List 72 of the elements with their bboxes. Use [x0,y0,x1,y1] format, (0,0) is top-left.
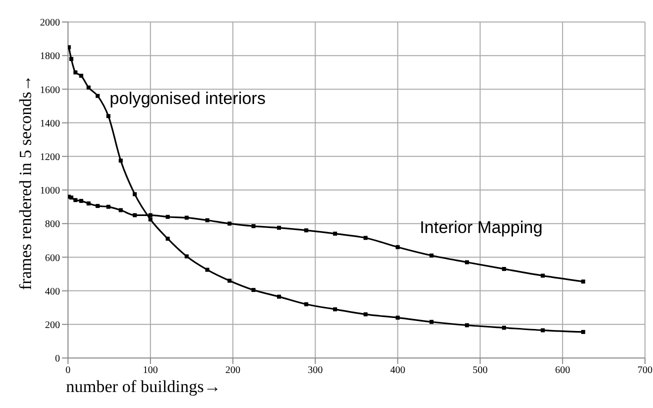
y-tick-label: 200 [45,320,60,331]
point [333,307,338,312]
point [166,214,170,219]
point [184,254,189,258]
x-tick-label: 600 [555,365,570,376]
point [502,326,506,330]
point [277,294,282,299]
point [86,201,91,206]
point [304,302,308,306]
y-tick-label: 0 [55,354,60,365]
point [118,158,123,163]
point [251,224,256,228]
y-tick-label: 2000 [40,18,60,29]
point [396,316,400,320]
point [364,236,368,240]
x-tick-label: 200 [225,365,240,376]
point [79,198,84,203]
point [69,56,74,61]
point [73,198,78,202]
y-axis-title: frames rendered in 5 seconds→ [16,74,36,290]
x-tick-label: 700 [638,365,652,376]
point [96,204,100,208]
y-tick-label: 800 [45,219,60,230]
y-tick-label: 1000 [40,186,60,197]
point [304,228,308,232]
point [73,70,78,74]
point [251,288,256,292]
point [96,94,100,98]
point [69,196,74,200]
point [68,45,71,50]
point [502,266,506,271]
y-tick-label: 400 [45,286,60,298]
y-tick-label: 600 [45,252,60,264]
point [79,74,84,78]
series-label: polygonised interiors [110,88,266,108]
point [148,217,152,222]
point [333,232,338,236]
point [228,278,232,283]
point [184,216,189,220]
point [86,86,91,90]
point [464,323,469,328]
point [166,236,170,241]
point [228,222,232,226]
x-tick-label: 500 [472,365,488,376]
x-tick-label: 0 [66,365,70,376]
point [464,260,469,264]
point [581,280,586,284]
point [148,213,152,218]
point [118,208,123,212]
point [205,218,210,222]
point [430,254,434,258]
point [540,328,545,332]
point [581,330,586,334]
y-tick-label: 1800 [40,51,60,62]
x-axis-title: number of buildings→ [66,377,221,396]
point [277,226,282,230]
point [205,268,210,272]
x-tick-label: 100 [142,365,158,376]
y-tick-label: 1200 [40,152,60,163]
y-tick-label: 1400 [40,118,60,130]
series-label: Interior Mapping [420,218,543,238]
x-tick-label: 300 [308,365,323,376]
point [540,274,545,278]
point [430,320,434,324]
point [364,312,368,316]
y-tick-label: 1600 [40,84,60,96]
point [396,245,400,250]
point [106,114,110,118]
point [106,204,110,209]
x-tick-label: 400 [390,365,406,376]
point [132,213,137,218]
point [132,192,137,196]
